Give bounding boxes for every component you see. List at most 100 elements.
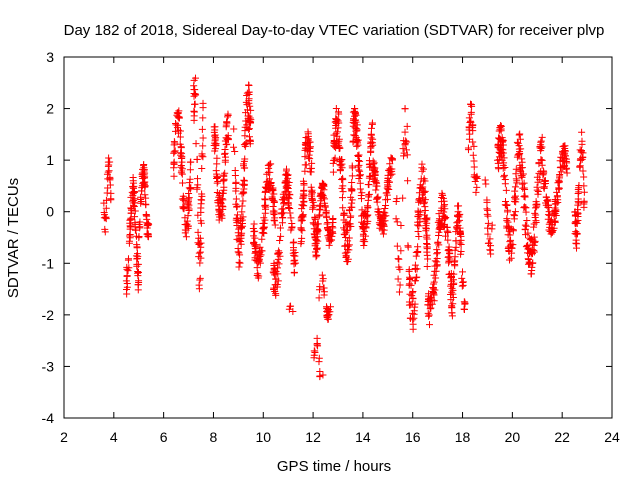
data-point bbox=[289, 308, 297, 316]
data-point bbox=[364, 203, 372, 211]
data-point bbox=[551, 197, 559, 205]
data-point bbox=[382, 212, 390, 220]
data-point bbox=[495, 165, 503, 173]
data-point bbox=[232, 180, 240, 188]
data-point bbox=[142, 200, 150, 208]
data-point bbox=[130, 179, 138, 187]
data-point bbox=[342, 253, 350, 261]
data-point bbox=[301, 140, 309, 148]
data-point bbox=[414, 212, 422, 220]
data-point bbox=[275, 247, 283, 255]
data-point bbox=[319, 277, 327, 285]
data-point bbox=[453, 225, 461, 233]
data-point bbox=[129, 191, 137, 199]
data-point bbox=[503, 208, 511, 216]
data-point bbox=[415, 232, 423, 240]
data-point bbox=[348, 199, 356, 207]
data-point bbox=[449, 286, 457, 294]
data-point bbox=[512, 165, 520, 173]
data-point bbox=[297, 240, 305, 248]
data-point bbox=[124, 267, 132, 275]
data-point bbox=[299, 213, 307, 221]
data-point bbox=[106, 175, 114, 183]
data-point bbox=[252, 241, 260, 249]
data-point bbox=[191, 86, 199, 94]
data-point bbox=[184, 222, 192, 230]
data-point bbox=[236, 251, 244, 259]
data-point bbox=[544, 203, 552, 211]
data-point bbox=[397, 247, 405, 255]
data-point bbox=[179, 203, 187, 211]
data-point bbox=[126, 222, 134, 230]
data-point bbox=[370, 175, 378, 183]
data-point bbox=[523, 242, 531, 250]
data-point bbox=[276, 236, 284, 244]
data-point bbox=[465, 126, 473, 134]
data-point bbox=[279, 205, 287, 213]
data-point bbox=[579, 154, 587, 162]
data-point bbox=[469, 127, 477, 135]
data-point bbox=[538, 133, 546, 141]
data-point bbox=[346, 206, 354, 214]
data-point bbox=[233, 222, 241, 230]
data-point bbox=[501, 176, 509, 184]
data-point bbox=[496, 124, 504, 132]
data-point bbox=[314, 237, 322, 245]
data-point bbox=[452, 237, 460, 245]
data-point bbox=[554, 179, 562, 187]
data-point bbox=[411, 300, 419, 308]
data-point bbox=[250, 220, 258, 228]
data-point bbox=[392, 198, 400, 206]
data-point bbox=[551, 218, 559, 226]
data-point bbox=[430, 271, 438, 279]
data-point bbox=[246, 119, 254, 127]
data-point bbox=[245, 88, 253, 96]
data-point bbox=[230, 143, 238, 151]
data-point bbox=[319, 371, 327, 379]
data-point bbox=[261, 195, 269, 203]
data-point bbox=[512, 175, 520, 183]
data-point bbox=[524, 260, 532, 268]
data-point bbox=[196, 240, 204, 248]
data-point bbox=[571, 208, 579, 216]
data-point bbox=[445, 259, 453, 267]
data-point bbox=[193, 156, 201, 164]
data-point bbox=[310, 201, 318, 209]
data-point bbox=[419, 187, 427, 195]
data-point bbox=[270, 207, 278, 215]
data-point bbox=[546, 223, 554, 231]
data-point bbox=[382, 196, 390, 204]
data-point bbox=[185, 194, 193, 202]
data-point bbox=[219, 203, 227, 211]
data-point bbox=[314, 226, 322, 234]
data-point bbox=[140, 171, 148, 179]
data-point bbox=[240, 164, 248, 172]
data-point bbox=[269, 268, 277, 276]
data-point bbox=[313, 251, 321, 259]
data-point bbox=[182, 226, 190, 234]
data-point bbox=[557, 153, 565, 161]
data-point bbox=[467, 100, 475, 108]
data-point bbox=[301, 167, 309, 175]
data-point bbox=[498, 145, 506, 153]
data-point bbox=[102, 196, 110, 204]
data-point bbox=[363, 202, 371, 210]
data-point bbox=[510, 215, 518, 223]
data-point bbox=[311, 233, 319, 241]
data-point bbox=[184, 199, 192, 207]
data-point bbox=[433, 254, 441, 262]
data-point bbox=[559, 143, 567, 151]
data-point bbox=[394, 255, 402, 263]
data-point bbox=[440, 212, 448, 220]
data-point bbox=[410, 310, 418, 318]
data-point bbox=[139, 165, 147, 173]
data-point bbox=[530, 223, 538, 231]
y-axis-label: SDTVAR / TECUs bbox=[5, 178, 22, 298]
data-point bbox=[516, 149, 524, 157]
data-point bbox=[231, 167, 239, 175]
data-point bbox=[251, 242, 259, 250]
x-tick-label: 10 bbox=[255, 429, 271, 445]
data-point bbox=[344, 258, 352, 266]
data-point bbox=[508, 244, 516, 252]
data-point bbox=[312, 253, 320, 261]
